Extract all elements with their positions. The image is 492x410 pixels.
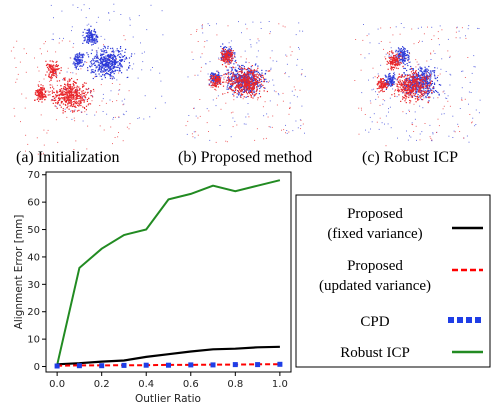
x-tick-label: 0.6	[183, 379, 199, 390]
y-tick-label: 60	[27, 198, 40, 209]
cpd-point	[277, 361, 283, 367]
y-tick-label: 10	[27, 335, 40, 346]
legend-label: Proposed	[347, 206, 403, 222]
cpd-point	[188, 362, 194, 368]
legend-label: (updated variance)	[319, 278, 431, 294]
x-tick-label: 1.0	[272, 379, 288, 390]
legend-swatch	[457, 317, 463, 323]
y-tick-label: 70	[27, 170, 40, 181]
chart: 0 10 20 30 40 50 60 70 0.0 0.2 0.4 0.6 0.8 1.0 Outli…	[13, 170, 292, 405]
legend-label: (fixed variance)	[327, 226, 422, 242]
x-axis-ticks: 0.0 0.2 0.4 0.6 0.8 1.0	[49, 372, 288, 390]
cpd-point	[255, 362, 261, 368]
panel-robust-icp: (c) Robust ICP	[354, 23, 481, 166]
cpd-point	[54, 363, 60, 369]
point-cloud-proposed	[185, 21, 306, 143]
panel-caption-b: (b) Proposed method	[178, 149, 312, 166]
legend-box	[295, 194, 491, 368]
legend-label: Robust ICP	[340, 345, 410, 361]
x-tick-label: 0.4	[138, 379, 154, 390]
legend-label: Proposed	[347, 258, 403, 274]
cpd-point	[143, 362, 149, 368]
y-tick-label: 50	[27, 225, 40, 236]
proposed-fixed-line	[57, 345, 280, 366]
cpd-point	[210, 362, 216, 368]
series-group	[54, 179, 283, 369]
x-tick-label: 0.0	[49, 379, 65, 390]
point-cloud-robust-icp	[354, 23, 481, 147]
x-axis-label: Outlier Ratio	[135, 393, 201, 405]
cpd-point	[76, 363, 82, 369]
legend-items: Proposed (fixed variance) Proposed (updated…	[319, 206, 483, 361]
cpd-point	[99, 363, 105, 369]
panel-caption-c: (c) Robust ICP	[362, 149, 458, 166]
point-cloud-initialization	[10, 3, 166, 155]
legend-swatch	[475, 317, 481, 323]
x-tick-label: 0.2	[94, 379, 110, 390]
proposed-updated-line	[57, 363, 280, 367]
legend-label: CPD	[360, 314, 389, 330]
panel-proposed-method: (b) Proposed method	[178, 21, 312, 166]
y-tick-label: 20	[27, 307, 40, 318]
robust-icp-line	[56, 179, 281, 366]
cpd-point	[232, 362, 238, 368]
plot-frame	[45, 171, 292, 373]
panel-initialization: (a) Initialization	[10, 3, 166, 166]
cpd-point	[121, 362, 127, 368]
y-tick-label: 40	[27, 252, 40, 263]
x-tick-label: 0.8	[227, 379, 243, 390]
y-tick-label: 0	[34, 362, 40, 373]
y-axis-label: Alignment Error [mm]	[13, 215, 25, 330]
legend-swatch	[466, 317, 472, 323]
cpd-point	[166, 362, 171, 368]
legend-swatch	[448, 317, 454, 323]
y-tick-label: 30	[27, 280, 40, 291]
y-axis-ticks: 0 10 20 30 40 50 60 70	[27, 170, 46, 373]
panel-caption-a: (a) Initialization	[16, 149, 120, 166]
legend: Proposed (fixed variance) Proposed (updated…	[295, 194, 491, 368]
